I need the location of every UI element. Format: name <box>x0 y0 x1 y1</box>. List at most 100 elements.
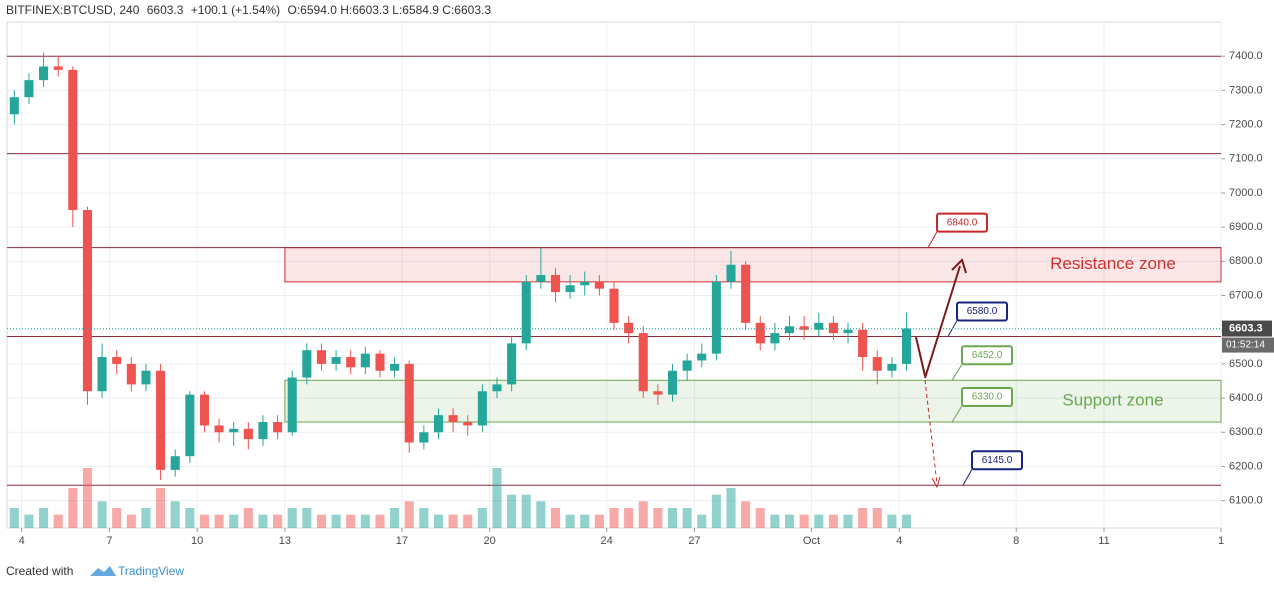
candle-body <box>360 353 370 368</box>
candle-body <box>887 363 897 371</box>
candle-body <box>565 285 575 293</box>
zone <box>284 247 1222 283</box>
y-tick-label: 6100.0 <box>1229 495 1263 507</box>
candle-body <box>287 377 297 433</box>
arrow <box>924 265 961 379</box>
volume-bar <box>97 501 107 528</box>
zone-label: Resistance zone <box>1050 254 1176 273</box>
arrows <box>915 258 967 489</box>
candle-body <box>156 370 166 470</box>
volume-bar <box>404 501 414 528</box>
volume-bar <box>872 508 882 528</box>
volume-bar <box>492 468 502 528</box>
candle-body <box>39 66 49 81</box>
volume-bar <box>741 501 751 528</box>
y-tick-label: 7100.0 <box>1229 153 1263 165</box>
y-tick-label: 6500.0 <box>1229 358 1263 370</box>
candle-body <box>404 363 414 443</box>
volume-bar <box>711 494 721 528</box>
y-tick-label: 6700.0 <box>1229 289 1263 301</box>
volume-bar <box>638 501 648 528</box>
candle-body <box>302 350 312 378</box>
y-tick-label: 6300.0 <box>1229 426 1263 438</box>
footer-brand[interactable]: TradingView <box>118 564 184 578</box>
candle-body <box>594 281 604 289</box>
x-tick-label: 4 <box>896 535 902 547</box>
candle-body <box>199 394 209 426</box>
candle-body <box>536 275 546 282</box>
candle-body <box>711 281 721 354</box>
volume-bar <box>214 514 224 528</box>
level-box <box>936 212 988 233</box>
volume-bar <box>331 514 341 528</box>
candle-body <box>433 415 444 433</box>
y-tick-label: 7400.0 <box>1229 50 1263 62</box>
candle-body <box>68 69 78 211</box>
candle-body <box>82 210 92 392</box>
volume-bar <box>536 501 546 528</box>
candle-body <box>331 357 341 364</box>
volume-bar <box>199 514 209 528</box>
arrow-head <box>931 476 941 489</box>
volume-bar <box>360 514 370 528</box>
candle-body <box>901 328 912 364</box>
volume-bar <box>375 514 385 528</box>
volume-bar <box>170 501 180 528</box>
volume-bar <box>726 488 736 528</box>
volume-bar <box>287 508 297 528</box>
candle-body <box>112 357 122 364</box>
candle-body <box>770 333 780 344</box>
candle-body <box>346 357 356 368</box>
change: +100.1 (+1.54%) <box>191 3 280 17</box>
volume-bar <box>390 508 400 528</box>
x-tick-label: 8 <box>1013 535 1019 547</box>
level-box <box>956 301 1008 322</box>
x-tick-label: 13 <box>279 535 291 547</box>
candle-body <box>741 264 751 323</box>
volume-bar <box>243 508 253 528</box>
volume-bar <box>316 514 327 528</box>
y-tick-label: 6400.0 <box>1229 392 1263 404</box>
footer-created: Created with <box>6 564 73 578</box>
volume-bar <box>755 508 765 528</box>
candle-body <box>141 370 151 385</box>
y-tick-label: 6800.0 <box>1229 255 1263 267</box>
volume-bar <box>828 514 838 528</box>
x-tick-label: 10 <box>191 535 203 547</box>
candle-body <box>243 428 253 440</box>
countdown-tag <box>1222 337 1274 353</box>
candle-body <box>258 422 268 440</box>
x-tick-label: 4 <box>19 535 25 547</box>
volume-bar <box>858 508 868 528</box>
y-tick-label: 7200.0 <box>1229 118 1263 130</box>
x-tick-label: 20 <box>484 535 496 547</box>
y-tick-label: 6200.0 <box>1229 460 1263 472</box>
zone-label: Support zone <box>1062 391 1163 410</box>
x-tick-label: 7 <box>106 535 112 547</box>
volume-bar <box>273 514 283 528</box>
layer: 6100.06200.06300.06400.06500.06600.06700… <box>7 22 1274 547</box>
candle-body <box>653 391 663 395</box>
volume-bar <box>112 508 122 528</box>
candle-body <box>667 370 678 395</box>
candle-body <box>53 66 63 70</box>
x-tick-label: 24 <box>601 535 613 547</box>
candle-body <box>448 415 458 423</box>
candle-body <box>872 357 882 371</box>
volume-bar <box>624 508 634 528</box>
ohlc: O:6594.0 H:6603.3 L:6584.9 C:6603.3 <box>288 3 492 17</box>
volume-bar <box>141 508 151 528</box>
candle-body <box>697 353 707 361</box>
volume-bar <box>9 508 19 528</box>
last: 6603.3 <box>147 3 184 17</box>
volume-bar <box>799 514 809 528</box>
volume-bar <box>39 508 49 528</box>
candle-body <box>273 422 283 433</box>
level-label: 6840.0 <box>947 217 978 228</box>
volume-bar <box>901 514 912 528</box>
candle-body <box>638 333 648 392</box>
candle-body <box>609 288 619 323</box>
level-box <box>961 387 1013 408</box>
candle-body <box>784 326 795 334</box>
candle-body <box>9 97 19 115</box>
